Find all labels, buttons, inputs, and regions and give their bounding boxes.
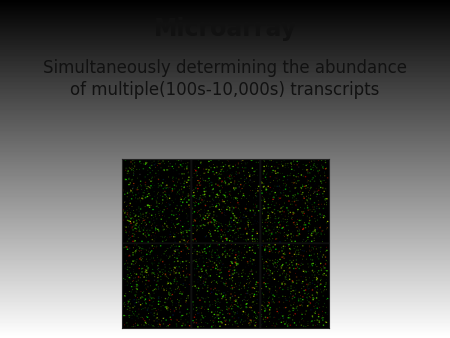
Text: Simultaneously determining the abundance: Simultaneously determining the abundance <box>43 58 407 77</box>
Text: Microarray: Microarray <box>153 17 297 41</box>
Text: of multiple(100s-10,000s) transcripts: of multiple(100s-10,000s) transcripts <box>70 80 380 99</box>
